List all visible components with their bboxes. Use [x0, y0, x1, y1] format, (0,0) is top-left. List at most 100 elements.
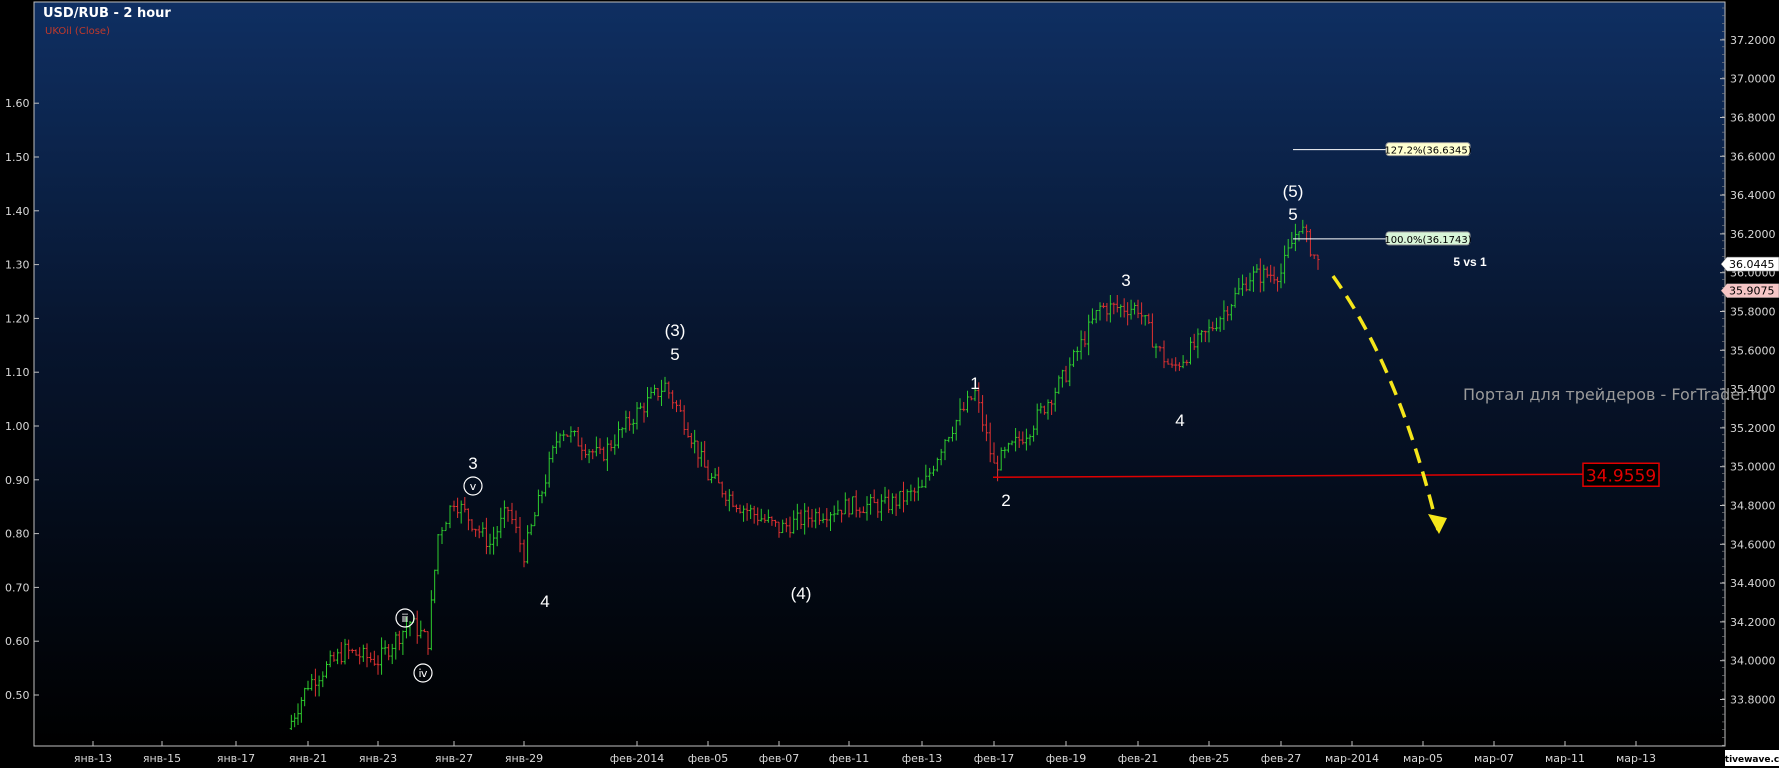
- chart-title: USD/RUB - 2 hour: [43, 6, 171, 21]
- price-bar: [299, 697, 303, 723]
- left-axis-tick-label: 0.90: [5, 474, 30, 487]
- price-bar: [544, 474, 548, 497]
- price-bar: [1126, 302, 1130, 326]
- x-axis-tick-label: фев-05: [688, 752, 729, 765]
- x-axis-tick-label: мар-11: [1545, 752, 1585, 765]
- price-bar: [624, 410, 628, 433]
- price-bar: [456, 497, 460, 518]
- price-bar: [749, 504, 753, 520]
- chart-subtitle: UKOil (Close): [45, 26, 110, 37]
- price-bar: [332, 651, 336, 662]
- wave-label-4-first: 4: [540, 592, 549, 611]
- price-bar: [616, 421, 621, 449]
- left-axis-tick-label: 1.60: [5, 97, 30, 110]
- fib-box-127: [1385, 142, 1471, 157]
- x-axis-tick-label: фев-25: [1189, 752, 1230, 765]
- price-bar: [569, 426, 573, 443]
- brand-label: motivewave.com: [1709, 755, 1779, 765]
- price-bar: [759, 508, 763, 522]
- price-bar: [379, 637, 384, 675]
- x-axis-tick-label: фев-21: [1118, 752, 1159, 765]
- price-bar: [452, 500, 456, 512]
- price-bar: [1108, 294, 1112, 323]
- price-bar: [422, 628, 426, 633]
- price-bar: [1297, 231, 1301, 242]
- x-axis-tick-label: мар-2014: [1325, 752, 1379, 765]
- price-bar: [678, 399, 682, 412]
- price-bar: [609, 440, 613, 452]
- price-bar: [806, 506, 810, 528]
- price-bar: [1181, 355, 1185, 369]
- price-bar: [1211, 321, 1215, 332]
- price-bar: [551, 445, 555, 463]
- right-axis-tick-label: 36.8000: [1730, 112, 1776, 125]
- price-bar: [965, 390, 970, 413]
- price-bar: [969, 396, 973, 401]
- wave-label-5-first: 5: [670, 345, 679, 364]
- price-bar: [682, 405, 686, 435]
- price-bar: [293, 713, 297, 728]
- price-bar: [310, 673, 314, 691]
- price-bar: [499, 507, 503, 539]
- price-bar: [587, 449, 591, 464]
- price-bar: [1222, 300, 1226, 330]
- price-bar: [649, 387, 653, 399]
- price-bar: [394, 631, 398, 660]
- price-bar: [745, 503, 749, 521]
- price-bar: [916, 477, 920, 501]
- price-bar: [1170, 358, 1174, 368]
- current-price-tag: 36.0445: [1720, 256, 1779, 272]
- left-axis-tick-label: 1.30: [5, 259, 30, 272]
- x-axis-tick-label: янв-27: [435, 752, 473, 765]
- x-axis-tick-label: янв-23: [359, 752, 397, 765]
- price-bar: [1290, 231, 1294, 249]
- price-bar: [1275, 276, 1280, 292]
- price-bar: [663, 376, 667, 392]
- price-bar: [397, 630, 401, 651]
- watermark-text: Портал для трейдеров - ForTrader.ru: [1463, 385, 1767, 404]
- wave-label-5-second: 5: [1288, 205, 1297, 224]
- price-bar: [1039, 402, 1043, 414]
- price-bar: [1255, 264, 1259, 273]
- price-bar: [858, 507, 862, 518]
- price-bar: [313, 668, 317, 697]
- price-bar: [766, 509, 770, 523]
- price-bar: [361, 644, 365, 662]
- support-line: [992, 473, 1584, 479]
- price-bar: [372, 650, 376, 666]
- price-bar: [1269, 264, 1273, 283]
- price-bar: [369, 652, 373, 663]
- price-bar: [656, 388, 660, 401]
- price-bar: [840, 509, 844, 523]
- right-axis-tick-label: 34.8000: [1730, 500, 1776, 513]
- right-axis-tick-label: 34.0000: [1730, 655, 1776, 668]
- x-axis-tick-label: мар-13: [1616, 752, 1656, 765]
- x-axis-tick-label: фев-13: [902, 752, 943, 765]
- price-bar: [1064, 365, 1068, 383]
- left-axis-tick-label: 0.60: [5, 635, 30, 648]
- price-bar: [1140, 302, 1144, 325]
- price-bar: [1028, 434, 1032, 446]
- price-bar: [943, 439, 947, 461]
- price-bar: [1293, 223, 1297, 252]
- wave-label-5-major: (5): [1283, 182, 1304, 201]
- price-bar: [1014, 427, 1018, 452]
- price-bar: [558, 433, 562, 448]
- price-bars: [289, 219, 1320, 730]
- price-bar: [696, 440, 700, 468]
- price-bar: [401, 630, 405, 655]
- price-bar: [814, 508, 818, 529]
- price-bar: [303, 687, 307, 707]
- wave-label-4-major: (4): [791, 584, 812, 603]
- price-bar: [734, 504, 739, 513]
- price-bar: [631, 418, 635, 434]
- price-bar: [763, 514, 767, 523]
- price-bar: [448, 505, 452, 529]
- price-bar: [706, 459, 710, 481]
- right-axis-tick-label: 37.2000: [1730, 34, 1776, 47]
- price-bar: [1068, 357, 1072, 387]
- x-axis-tick-label: мар-07: [1474, 752, 1514, 765]
- price-bar: [958, 398, 962, 426]
- price-bar: [1174, 357, 1178, 372]
